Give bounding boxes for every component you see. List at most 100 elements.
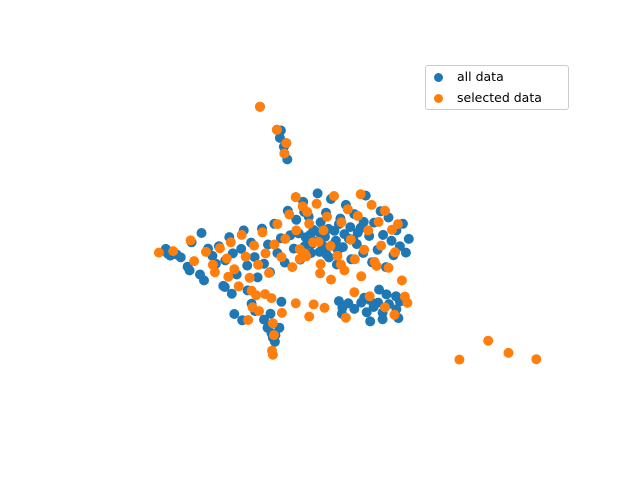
selected-data-point xyxy=(254,306,265,317)
selected-data-point xyxy=(233,281,244,292)
all-data-point xyxy=(361,307,372,318)
legend-entry-selected-data: selected data xyxy=(434,89,542,107)
selected-data-point xyxy=(272,219,283,230)
selected-data-point xyxy=(246,285,257,296)
selected-data-point xyxy=(249,240,260,251)
selected-data-point xyxy=(260,289,270,300)
selected-data-point xyxy=(322,211,332,222)
all-data-point xyxy=(226,288,237,299)
legend-label-all-data: all data xyxy=(457,69,504,84)
all-data-point xyxy=(249,252,260,263)
selected-data-point xyxy=(299,248,310,259)
legend-entry-all-data: all data xyxy=(434,68,504,86)
all-data-point xyxy=(236,243,247,254)
all-data-point xyxy=(242,260,253,271)
legend-label-selected-data: selected data xyxy=(457,90,542,105)
selected-data-point xyxy=(364,291,375,302)
selected-data-point xyxy=(345,234,356,245)
all-data-point xyxy=(365,316,376,327)
selected-data-point xyxy=(373,216,384,227)
selected-data-point xyxy=(359,244,370,255)
all-data-point xyxy=(391,291,401,302)
selected-data-point xyxy=(281,138,292,149)
selected-data-point xyxy=(349,287,360,298)
all-data-point xyxy=(312,188,323,199)
all-data-point xyxy=(352,227,363,238)
selected-data-point xyxy=(483,335,494,346)
selected-data-point xyxy=(319,302,330,313)
all-data-point xyxy=(196,228,207,238)
selected-data-point xyxy=(253,259,264,270)
selected-data-point xyxy=(355,189,366,200)
all-data-point xyxy=(386,235,397,246)
all-data-point xyxy=(259,314,269,325)
selected-data-point xyxy=(267,349,278,360)
all-data-point xyxy=(349,303,360,314)
selected-data-point xyxy=(389,309,400,320)
selected-data-point xyxy=(363,225,374,236)
selected-data-point xyxy=(264,268,274,278)
selected-data-point xyxy=(304,218,315,229)
all-data-point xyxy=(321,249,332,260)
selected-data-point xyxy=(276,252,287,263)
selected-data-point xyxy=(221,253,232,264)
selected-data-point xyxy=(396,275,407,286)
series-selected-data xyxy=(153,101,542,365)
all-data-point xyxy=(377,314,388,325)
all-data-point xyxy=(345,222,356,233)
selected-data-point xyxy=(340,312,351,323)
all-data-point xyxy=(252,272,263,283)
selected-data-point xyxy=(342,204,353,215)
selected-data-point xyxy=(383,262,394,273)
selected-data-point xyxy=(376,240,387,251)
selected-data-point xyxy=(325,241,336,251)
selected-data-point xyxy=(168,246,179,257)
selected-data-point xyxy=(268,330,279,341)
selected-data-point xyxy=(240,251,251,262)
legend-marker-all-data xyxy=(434,72,443,82)
selected-data-point xyxy=(308,299,319,310)
selected-data-point xyxy=(332,250,343,261)
selected-data-point xyxy=(311,198,322,209)
selected-data-point xyxy=(276,307,287,318)
all-data-point xyxy=(381,289,392,300)
selected-data-point xyxy=(223,271,234,282)
selected-data-point xyxy=(531,354,542,365)
all-data-point xyxy=(265,308,276,319)
all-data-point xyxy=(199,275,209,286)
selected-data-point xyxy=(243,315,254,325)
selected-data-point xyxy=(349,254,360,265)
selected-data-point xyxy=(255,101,265,112)
all-data-point xyxy=(276,296,287,307)
all-data-point xyxy=(400,247,411,258)
selected-data-point xyxy=(284,209,295,220)
selected-data-point xyxy=(207,259,218,270)
selected-data-point xyxy=(380,205,390,216)
all-data-point xyxy=(219,282,230,292)
selected-data-point xyxy=(290,298,301,309)
selected-data-point xyxy=(257,227,268,238)
selected-data-point xyxy=(392,219,403,230)
selected-data-point xyxy=(315,268,326,279)
selected-data-point xyxy=(269,239,280,250)
legend: all data selected data xyxy=(425,65,569,110)
selected-data-point xyxy=(313,236,324,247)
selected-data-point xyxy=(287,262,298,273)
selected-data-point xyxy=(185,235,196,246)
selected-data-point xyxy=(326,274,336,285)
selected-data-point xyxy=(271,124,282,135)
selected-data-point xyxy=(225,237,236,248)
selected-data-point xyxy=(214,243,225,254)
selected-data-point xyxy=(352,211,363,221)
selected-data-point xyxy=(329,191,339,201)
selected-data-point xyxy=(380,302,390,313)
selected-data-point xyxy=(236,229,247,240)
all-data-point xyxy=(374,284,385,295)
selected-data-point xyxy=(291,225,302,236)
all-data-point xyxy=(291,214,302,225)
selected-data-point xyxy=(335,259,346,270)
all-data-point xyxy=(403,233,414,244)
selected-data-point xyxy=(290,192,301,203)
selected-data-point xyxy=(267,318,278,329)
